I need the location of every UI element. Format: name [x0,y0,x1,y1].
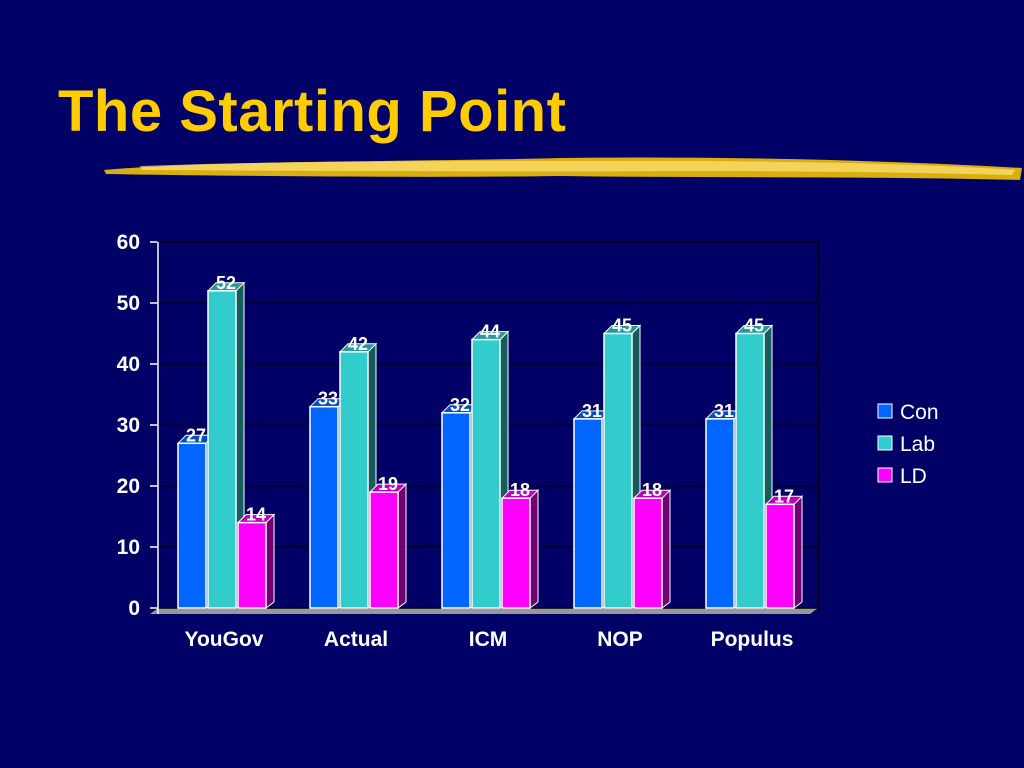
bar-ld-yougov: 14 [236,505,276,609]
bar-ld-icm: 18 [500,480,540,609]
bar-side [661,488,671,609]
bar-front [573,418,603,609]
y-tick-label: 40 [117,353,140,376]
data-label: 33 [318,389,338,409]
x-category-label: Populus [711,628,794,651]
bar-lab-actual: 42 [338,334,378,609]
x-category-label: Actual [324,628,388,651]
bar-front [309,405,339,609]
bar-ld-nop: 18 [632,480,672,609]
slide-title: The Starting Point [58,79,567,144]
data-label: 18 [642,480,662,500]
bar-side [529,488,539,609]
y-tick-label: 20 [117,475,140,498]
bar-front [633,497,663,609]
bar-front [369,491,399,609]
bar-front [237,521,267,609]
data-label: 45 [612,316,632,336]
bar-side [397,482,407,609]
plot-area: 0 10 20 30 40 50 60 27 52 14 YouGov 33 42 19 Actual 32 4… [117,231,819,651]
legend-swatch-lab [877,435,893,451]
data-label: 17 [774,486,794,506]
data-label: 31 [714,401,734,421]
chart-floor [150,608,818,614]
y-tick-label: 10 [117,536,140,559]
x-category-label: YouGov [185,628,264,651]
data-label: 44 [480,322,500,342]
x-category-label: ICM [469,628,508,651]
bar-front [765,503,795,609]
data-label: 19 [378,474,398,494]
y-tick-label: 60 [117,231,140,254]
bar-ld-populus: 17 [764,486,804,609]
bar-front [177,442,207,609]
bar-lab-populus: 45 [734,316,774,609]
bar-ld-actual: 19 [368,474,408,609]
legend-swatch-con [877,403,893,419]
data-label: 31 [582,401,602,421]
y-tick-label: 30 [117,414,140,437]
data-label: 32 [450,395,470,415]
bar-front [603,332,633,609]
bar-side [793,495,803,609]
legend-label-lab: Lab [900,433,935,456]
data-label: 14 [246,505,266,525]
bar-side [265,513,275,609]
bar-front [441,412,471,609]
data-label: 45 [744,316,764,336]
legend-label-con: Con [900,401,939,424]
legend-label-ld: LD [900,465,927,488]
data-label: 52 [216,273,236,293]
bar-front [705,418,735,609]
bar-front [501,497,531,609]
title-underline-brushstroke [104,157,1022,180]
legend-swatch-ld [877,467,893,483]
x-category-label: NOP [597,628,643,651]
data-label: 18 [510,480,530,500]
chart-legend: Con Lab LD [877,401,939,488]
data-label: 42 [348,334,368,354]
y-tick-label: 0 [128,597,140,620]
bar-front [207,290,237,609]
bar-front [471,338,501,609]
bar-front [339,351,369,609]
data-label: 27 [186,425,206,445]
bar-front [735,332,765,609]
y-tick-label: 50 [117,292,140,315]
